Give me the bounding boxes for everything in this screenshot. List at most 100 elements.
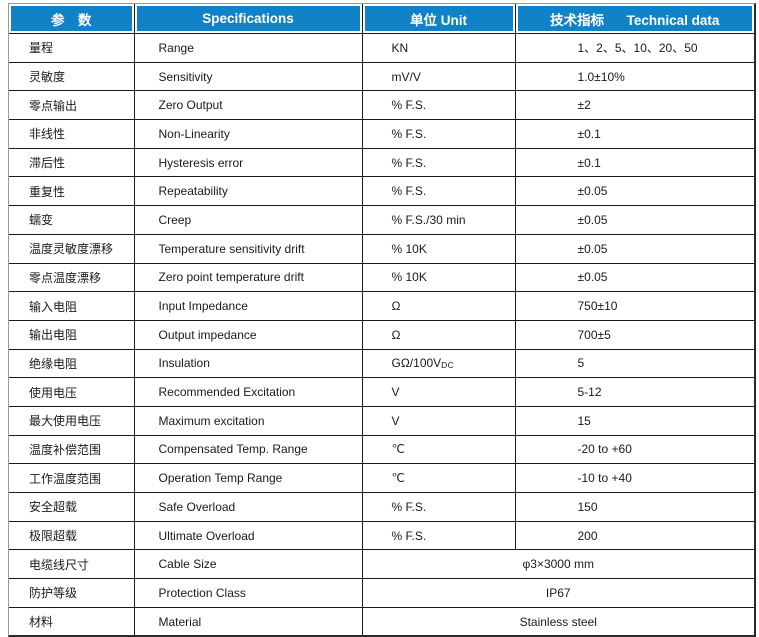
spec-cell: Zero Output [133,90,363,121]
parameter-cell: 防护等级 [9,578,135,608]
spec-cell: Operation Temp Range [133,463,363,493]
spec-cell: Creep [133,205,363,235]
spec-cell: Temperature sensitivity drift [133,233,363,264]
table-row: 量程 Range KN 1、2、5、10、20、50 [9,33,754,63]
parameter-cell: 输入电阻 [9,291,135,321]
parameter-cell: 使用电压 [9,377,135,407]
parameter-cell: 工作温度范围 [9,463,135,493]
spec-cell: Input Impedance [133,291,363,321]
unit-cell: V [361,377,516,407]
header-technical-data: 技术指标 Technical data [514,4,754,34]
value-cell: 5 [514,348,754,379]
table-row: 输入电阻 Input Impedance Ω 750±10 [9,291,754,321]
value-cell: ±0.1 [514,147,754,178]
value-cell: 1、2、5、10、20、50 [514,33,754,63]
unit-cell: % F.S. [361,176,516,207]
parameter-cell: 蠕变 [9,205,135,235]
spec-cell: Ultimate Overload [133,520,363,551]
table-row: 最大使用电压 Maximum excitation V 15 [9,405,754,436]
unit-cell: % F.S. [361,90,516,121]
value-cell: ±0.1 [514,119,754,149]
spec-cell: Output impedance [133,319,363,350]
parameter-cell: 灵敏度 [9,61,135,92]
value-cell: 150 [514,492,754,522]
datasheet-spec-sheet: 参 数 Specifications 单位 Unit 技术指标 Technic [8,3,756,637]
header-specifications-label: Specifications [202,11,294,26]
spec-cell: Recommended Excitation [133,377,363,407]
unit-cell: % F.S. [361,147,516,178]
value-cell: 1.0±10% [514,61,754,92]
table-row: 工作温度范围 Operation Temp Range ℃ -10 to +40 [9,463,754,493]
header-row: 参 数 Specifications 单位 Unit 技术指标 Technic [9,4,754,34]
merged-value-cell: IP67 [361,578,754,608]
spec-cell: Protection Class [133,578,363,608]
spec-cell: Repeatability [133,176,363,207]
parameter-cell: 极限超载 [9,520,135,551]
table-row: 防护等级 Protection Class IP67 [9,578,754,608]
unit-cell: ℃ [361,434,516,465]
value-cell: -20 to +60 [514,434,754,465]
header-unit-block: 单位 Unit [364,6,513,31]
parameter-cell: 最大使用电压 [9,405,135,436]
value-cell: ±0.05 [514,176,754,207]
table-row: 零点温度漂移 Zero point temperature drift % 10… [9,262,754,293]
table-row: 重复性 Repeatability % F.S. ±0.05 [9,176,754,207]
value-cell: ±0.05 [514,262,754,293]
table-row: 温度灵敏度漂移 Temperature sensitivity drift % … [9,233,754,264]
value-cell: 200 [514,520,754,551]
value-cell: 15 [514,405,754,436]
value-cell: ±2 [514,90,754,121]
header-technical-data-label: 技术指标 Technical data [550,12,720,28]
parameter-cell: 非线性 [9,119,135,149]
header-parameter-label: 参 数 [51,12,92,28]
table-row: 输出电阻 Output impedance Ω 700±5 [9,319,754,350]
spec-cell: Material [133,606,363,636]
table-row: 绝缘电阻 Insulation GΩ/100VDC 5 [9,348,754,379]
header-parameter-block: 参 数 [11,6,132,31]
table-row: 零点输出 Zero Output % F.S. ±2 [9,90,754,121]
parameter-cell: 温度补偿范围 [9,434,135,465]
value-cell: ±0.05 [514,233,754,264]
spec-cell: Non-Linearity [133,119,363,149]
table-row: 滞后性 Hysteresis error % F.S. ±0.1 [9,147,754,178]
unit-cell: V [361,405,516,436]
unit-cell: % F.S. [361,520,516,551]
spec-cell: Safe Overload [133,492,363,522]
table-row: 非线性 Non-Linearity % F.S. ±0.1 [9,119,754,149]
table-row: 使用电压 Recommended Excitation V 5-12 [9,377,754,407]
header-parameter: 参 数 [9,4,135,34]
table-row: 蠕变 Creep % F.S./30 min ±0.05 [9,205,754,235]
header-unit-label: 单位 Unit [410,12,467,28]
parameter-cell: 材料 [9,606,135,636]
value-cell: -10 to +40 [514,463,754,493]
unit-cell: % 10K [361,262,516,293]
table-body: 量程 Range KN 1、2、5、10、20、50 灵敏度 Sensitivi… [9,33,754,636]
unit-cell: % 10K [361,233,516,264]
unit-subscript: DC [441,360,455,371]
parameter-cell: 绝缘电阻 [9,348,135,379]
parameter-cell: 滞后性 [9,147,135,178]
header-technical-data-block: 技术指标 Technical data [517,6,752,31]
table-row: 材料 Material Stainless steel [9,606,754,636]
value-cell: 700±5 [514,319,754,350]
unit-cell: % F.S. [361,492,516,522]
specifications-table: 参 数 Specifications 单位 Unit 技术指标 Technic [9,4,754,636]
spec-cell: Hysteresis error [133,147,363,178]
spec-cell: Range [133,33,363,63]
parameter-cell: 安全超载 [9,492,135,522]
table-row: 安全超载 Safe Overload % F.S. 150 [9,492,754,522]
spec-cell: Maximum excitation [133,405,363,436]
unit-text: GΩ/100V [391,356,442,371]
merged-value-cell: Stainless steel [361,606,754,636]
unit-cell: % F.S./30 min [361,205,516,235]
spec-cell: Sensitivity [133,61,363,92]
header-specifications: Specifications [133,4,363,34]
unit-cell: Ω [361,319,516,350]
table-row: 电缆线尺寸 Cable Size φ3×3000 mm [9,549,754,580]
spec-cell: Insulation [133,348,363,379]
table-row: 极限超载 Ultimate Overload % F.S. 200 [9,520,754,551]
header-unit: 单位 Unit [361,4,516,34]
value-cell: ±0.05 [514,205,754,235]
parameter-cell: 温度灵敏度漂移 [9,233,135,264]
spec-cell: Compensated Temp. Range [133,434,363,465]
